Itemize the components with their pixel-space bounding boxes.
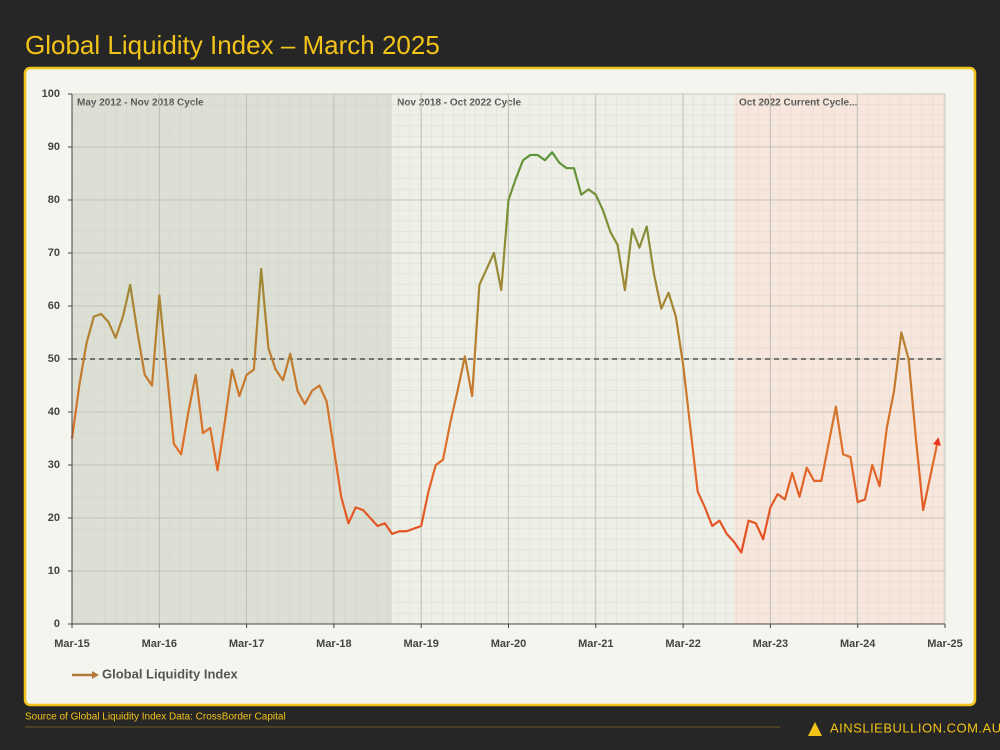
series-line [70,151,941,554]
x-tick-label: Mar-19 [403,638,438,650]
y-tick-label: 70 [48,247,60,259]
y-tick-label: 10 [48,565,60,577]
y-tick-label: 30 [48,459,60,471]
y-tick-label: 40 [48,406,60,418]
x-tick-label: Mar-22 [665,638,700,650]
brand-name: AINSLIEBULLION.COM.AU [830,720,1000,735]
y-tick-label: 90 [48,141,60,153]
source-note: Source of Global Liquidity Index Data: C… [25,712,286,723]
legend-label: Global Liquidity Index [102,666,239,681]
x-tick-label: Mar-24 [840,638,876,650]
x-tick-label: Mar-15 [54,638,89,650]
brand-logo [808,722,822,736]
y-tick-label: 60 [48,300,60,312]
x-tick-label: Mar-20 [491,638,526,650]
y-tick-label: 80 [48,194,60,206]
chart-title: Global Liquidity Index – March 2025 [25,30,440,60]
y-tick-label: 100 [42,88,60,100]
x-tick-label: Mar-25 [927,638,962,650]
x-tick-label: Mar-21 [578,638,613,650]
x-tick-label: Mar-18 [316,638,351,650]
legend-arrow [92,671,99,679]
y-tick-label: 20 [48,512,60,524]
x-tick-label: Mar-17 [229,638,264,650]
x-tick-label: Mar-23 [753,638,788,650]
y-tick-label: 50 [48,353,60,365]
x-tick-label: Mar-16 [142,638,177,650]
y-tick-label: 0 [54,618,60,630]
